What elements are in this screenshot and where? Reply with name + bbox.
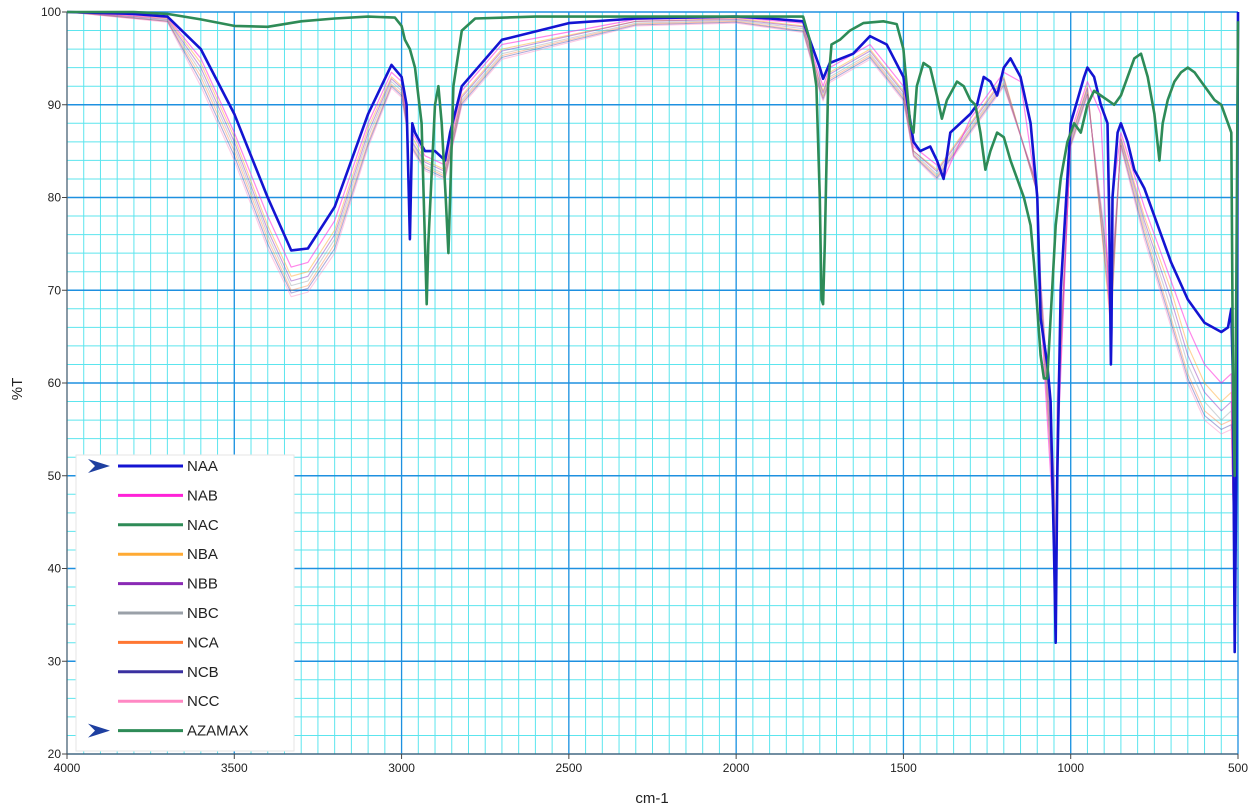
legend-label-ncb: NCB: [187, 664, 219, 681]
legend: NAA NAB NAC NBA NBB NBC NCA NCB NCC AZAMAX: [75, 454, 295, 752]
series-naa: [66, 10, 1240, 654]
y-tick-label: 70: [48, 283, 62, 297]
selected-arrow-icon: [88, 459, 110, 473]
legend-label-nba: NBA: [187, 546, 218, 563]
series-ncc: [66, 11, 1239, 560]
legend-label-nbc: NBC: [187, 605, 219, 622]
x-axis-title: cm-1: [635, 790, 668, 807]
selected-arrow-icon: [88, 723, 110, 738]
legend-label-ncc: NCC: [187, 693, 220, 710]
y-tick-label: 40: [48, 562, 62, 576]
y-tick-label: 90: [48, 98, 62, 112]
x-tick-label: 500: [1228, 761, 1248, 775]
axes: 4000 3500 3000 2500 2000 1500 1000 500 20 30 40 50 6…: [41, 5, 1248, 775]
x-tick-label: 2000: [723, 761, 750, 775]
legend-label-naa: NAA: [187, 458, 218, 475]
legend-label-nca: NCA: [187, 634, 219, 651]
y-tick-label: 30: [48, 654, 62, 668]
series-layer: [66, 10, 1240, 654]
y-axis-title: %T: [9, 378, 26, 401]
legend-label-nbb: NBB: [187, 576, 218, 593]
y-tick-label: 80: [48, 191, 62, 205]
y-tick-label: 60: [48, 376, 62, 390]
x-tick-label: 1000: [1057, 761, 1084, 775]
series-nab: [66, 11, 1239, 625]
y-tick-label: 100: [41, 5, 61, 19]
y-tick-label: 50: [48, 469, 62, 483]
legend-box: [75, 454, 295, 752]
legend-label-nab: NAB: [187, 487, 218, 504]
x-tick-label: 4000: [54, 761, 81, 775]
y-tick-label: 20: [48, 747, 62, 761]
legend-label-azamax: AZAMAX: [187, 723, 249, 740]
x-tick-label: 3500: [221, 761, 248, 775]
series-azamax: [67, 10, 1240, 478]
x-tick-label: 2500: [556, 761, 583, 775]
x-tick-label: 3000: [388, 761, 415, 775]
x-tick-label: 1500: [890, 761, 917, 775]
legend-label-nac: NAC: [187, 517, 219, 534]
